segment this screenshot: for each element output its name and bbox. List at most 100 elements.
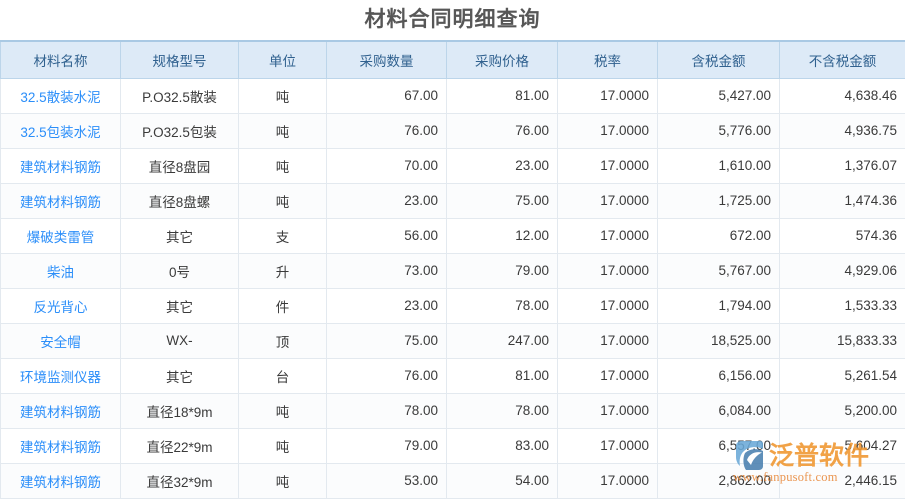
cell-amtex: 5,604.27 bbox=[780, 428, 905, 463]
cell-amtex: 1,474.36 bbox=[780, 183, 905, 218]
cell-amtex: 1,376.07 bbox=[780, 148, 905, 183]
cell-spec: 直径18*9m bbox=[121, 393, 239, 428]
cell-name[interactable]: 反光背心 bbox=[1, 288, 121, 323]
cell-spec: 其它 bbox=[121, 358, 239, 393]
cell-name[interactable]: 柴油 bbox=[1, 253, 121, 288]
cell-amtex: 1,533.33 bbox=[780, 288, 905, 323]
cell-name[interactable]: 建筑材料钢筋 bbox=[1, 428, 121, 463]
column-header-spec[interactable]: 规格型号 bbox=[121, 41, 239, 78]
cell-name[interactable]: 建筑材料钢筋 bbox=[1, 393, 121, 428]
cell-spec: P.O32.5包装 bbox=[121, 113, 239, 148]
cell-price: 83.00 bbox=[447, 428, 558, 463]
column-header-name[interactable]: 材料名称 bbox=[1, 41, 121, 78]
cell-qty: 23.00 bbox=[327, 288, 447, 323]
cell-spec: 其它 bbox=[121, 288, 239, 323]
cell-unit: 吨 bbox=[239, 78, 327, 113]
cell-spec: 直径8盘园 bbox=[121, 148, 239, 183]
cell-price: 76.00 bbox=[447, 113, 558, 148]
cell-unit: 件 bbox=[239, 288, 327, 323]
column-header-unit[interactable]: 单位 bbox=[239, 41, 327, 78]
cell-name[interactable]: 安全帽 bbox=[1, 323, 121, 358]
cell-amtex: 574.36 bbox=[780, 218, 905, 253]
cell-spec: P.O32.5散装 bbox=[121, 78, 239, 113]
cell-amt: 5,776.00 bbox=[658, 113, 780, 148]
cell-spec: WX- bbox=[121, 323, 239, 358]
cell-unit: 顶 bbox=[239, 323, 327, 358]
cell-qty: 56.00 bbox=[327, 218, 447, 253]
table-header: 材料名称规格型号单位采购数量采购价格税率含税金额不含税金额 bbox=[1, 41, 905, 78]
page-title: 材料合同明细查询 bbox=[0, 0, 905, 40]
cell-qty: 23.00 bbox=[327, 183, 447, 218]
cell-qty: 73.00 bbox=[327, 253, 447, 288]
cell-qty: 75.00 bbox=[327, 323, 447, 358]
column-header-price[interactable]: 采购价格 bbox=[447, 41, 558, 78]
column-header-amt[interactable]: 含税金额 bbox=[658, 41, 780, 78]
cell-name[interactable]: 32.5包装水泥 bbox=[1, 113, 121, 148]
cell-amt: 18,525.00 bbox=[658, 323, 780, 358]
column-header-tax[interactable]: 税率 bbox=[558, 41, 658, 78]
cell-tax: 17.0000 bbox=[558, 218, 658, 253]
cell-qty: 76.00 bbox=[327, 358, 447, 393]
cell-qty: 67.00 bbox=[327, 78, 447, 113]
cell-price: 78.00 bbox=[447, 393, 558, 428]
cell-tax: 17.0000 bbox=[558, 288, 658, 323]
cell-tax: 17.0000 bbox=[558, 253, 658, 288]
cell-unit: 吨 bbox=[239, 148, 327, 183]
cell-price: 247.00 bbox=[447, 323, 558, 358]
cell-qty: 76.00 bbox=[327, 113, 447, 148]
cell-tax: 17.0000 bbox=[558, 183, 658, 218]
cell-spec: 直径22*9m bbox=[121, 428, 239, 463]
cell-price: 12.00 bbox=[447, 218, 558, 253]
cell-amt: 1,610.00 bbox=[658, 148, 780, 183]
cell-price: 81.00 bbox=[447, 358, 558, 393]
cell-price: 79.00 bbox=[447, 253, 558, 288]
cell-tax: 17.0000 bbox=[558, 463, 658, 498]
cell-amt: 2,862.00 bbox=[658, 463, 780, 498]
cell-amtex: 4,936.75 bbox=[780, 113, 905, 148]
cell-amt: 5,427.00 bbox=[658, 78, 780, 113]
cell-tax: 17.0000 bbox=[558, 358, 658, 393]
column-header-amtex[interactable]: 不含税金额 bbox=[780, 41, 905, 78]
cell-spec: 直径8盘螺 bbox=[121, 183, 239, 218]
cell-amtex: 4,929.06 bbox=[780, 253, 905, 288]
cell-unit: 吨 bbox=[239, 183, 327, 218]
cell-unit: 吨 bbox=[239, 113, 327, 148]
cell-qty: 79.00 bbox=[327, 428, 447, 463]
cell-amt: 672.00 bbox=[658, 218, 780, 253]
cell-spec: 0号 bbox=[121, 253, 239, 288]
cell-name[interactable]: 建筑材料钢筋 bbox=[1, 183, 121, 218]
cell-qty: 53.00 bbox=[327, 463, 447, 498]
cell-name[interactable]: 建筑材料钢筋 bbox=[1, 463, 121, 498]
cell-name[interactable]: 环境监测仪器 bbox=[1, 358, 121, 393]
cell-amtex: 5,261.54 bbox=[780, 358, 905, 393]
cell-price: 81.00 bbox=[447, 78, 558, 113]
cell-qty: 78.00 bbox=[327, 393, 447, 428]
cell-spec: 其它 bbox=[121, 218, 239, 253]
cell-name[interactable]: 爆破类雷管 bbox=[1, 218, 121, 253]
cell-name[interactable]: 建筑材料钢筋 bbox=[1, 148, 121, 183]
column-header-qty[interactable]: 采购数量 bbox=[327, 41, 447, 78]
cell-name[interactable]: 32.5散装水泥 bbox=[1, 78, 121, 113]
cell-unit: 台 bbox=[239, 358, 327, 393]
cell-price: 23.00 bbox=[447, 148, 558, 183]
cell-unit: 吨 bbox=[239, 428, 327, 463]
cell-amtex: 5,200.00 bbox=[780, 393, 905, 428]
cell-amtex: 2,446.15 bbox=[780, 463, 905, 498]
cell-tax: 17.0000 bbox=[558, 393, 658, 428]
cell-tax: 17.0000 bbox=[558, 148, 658, 183]
cell-amtex: 15,833.33 bbox=[780, 323, 905, 358]
cell-unit: 支 bbox=[239, 218, 327, 253]
